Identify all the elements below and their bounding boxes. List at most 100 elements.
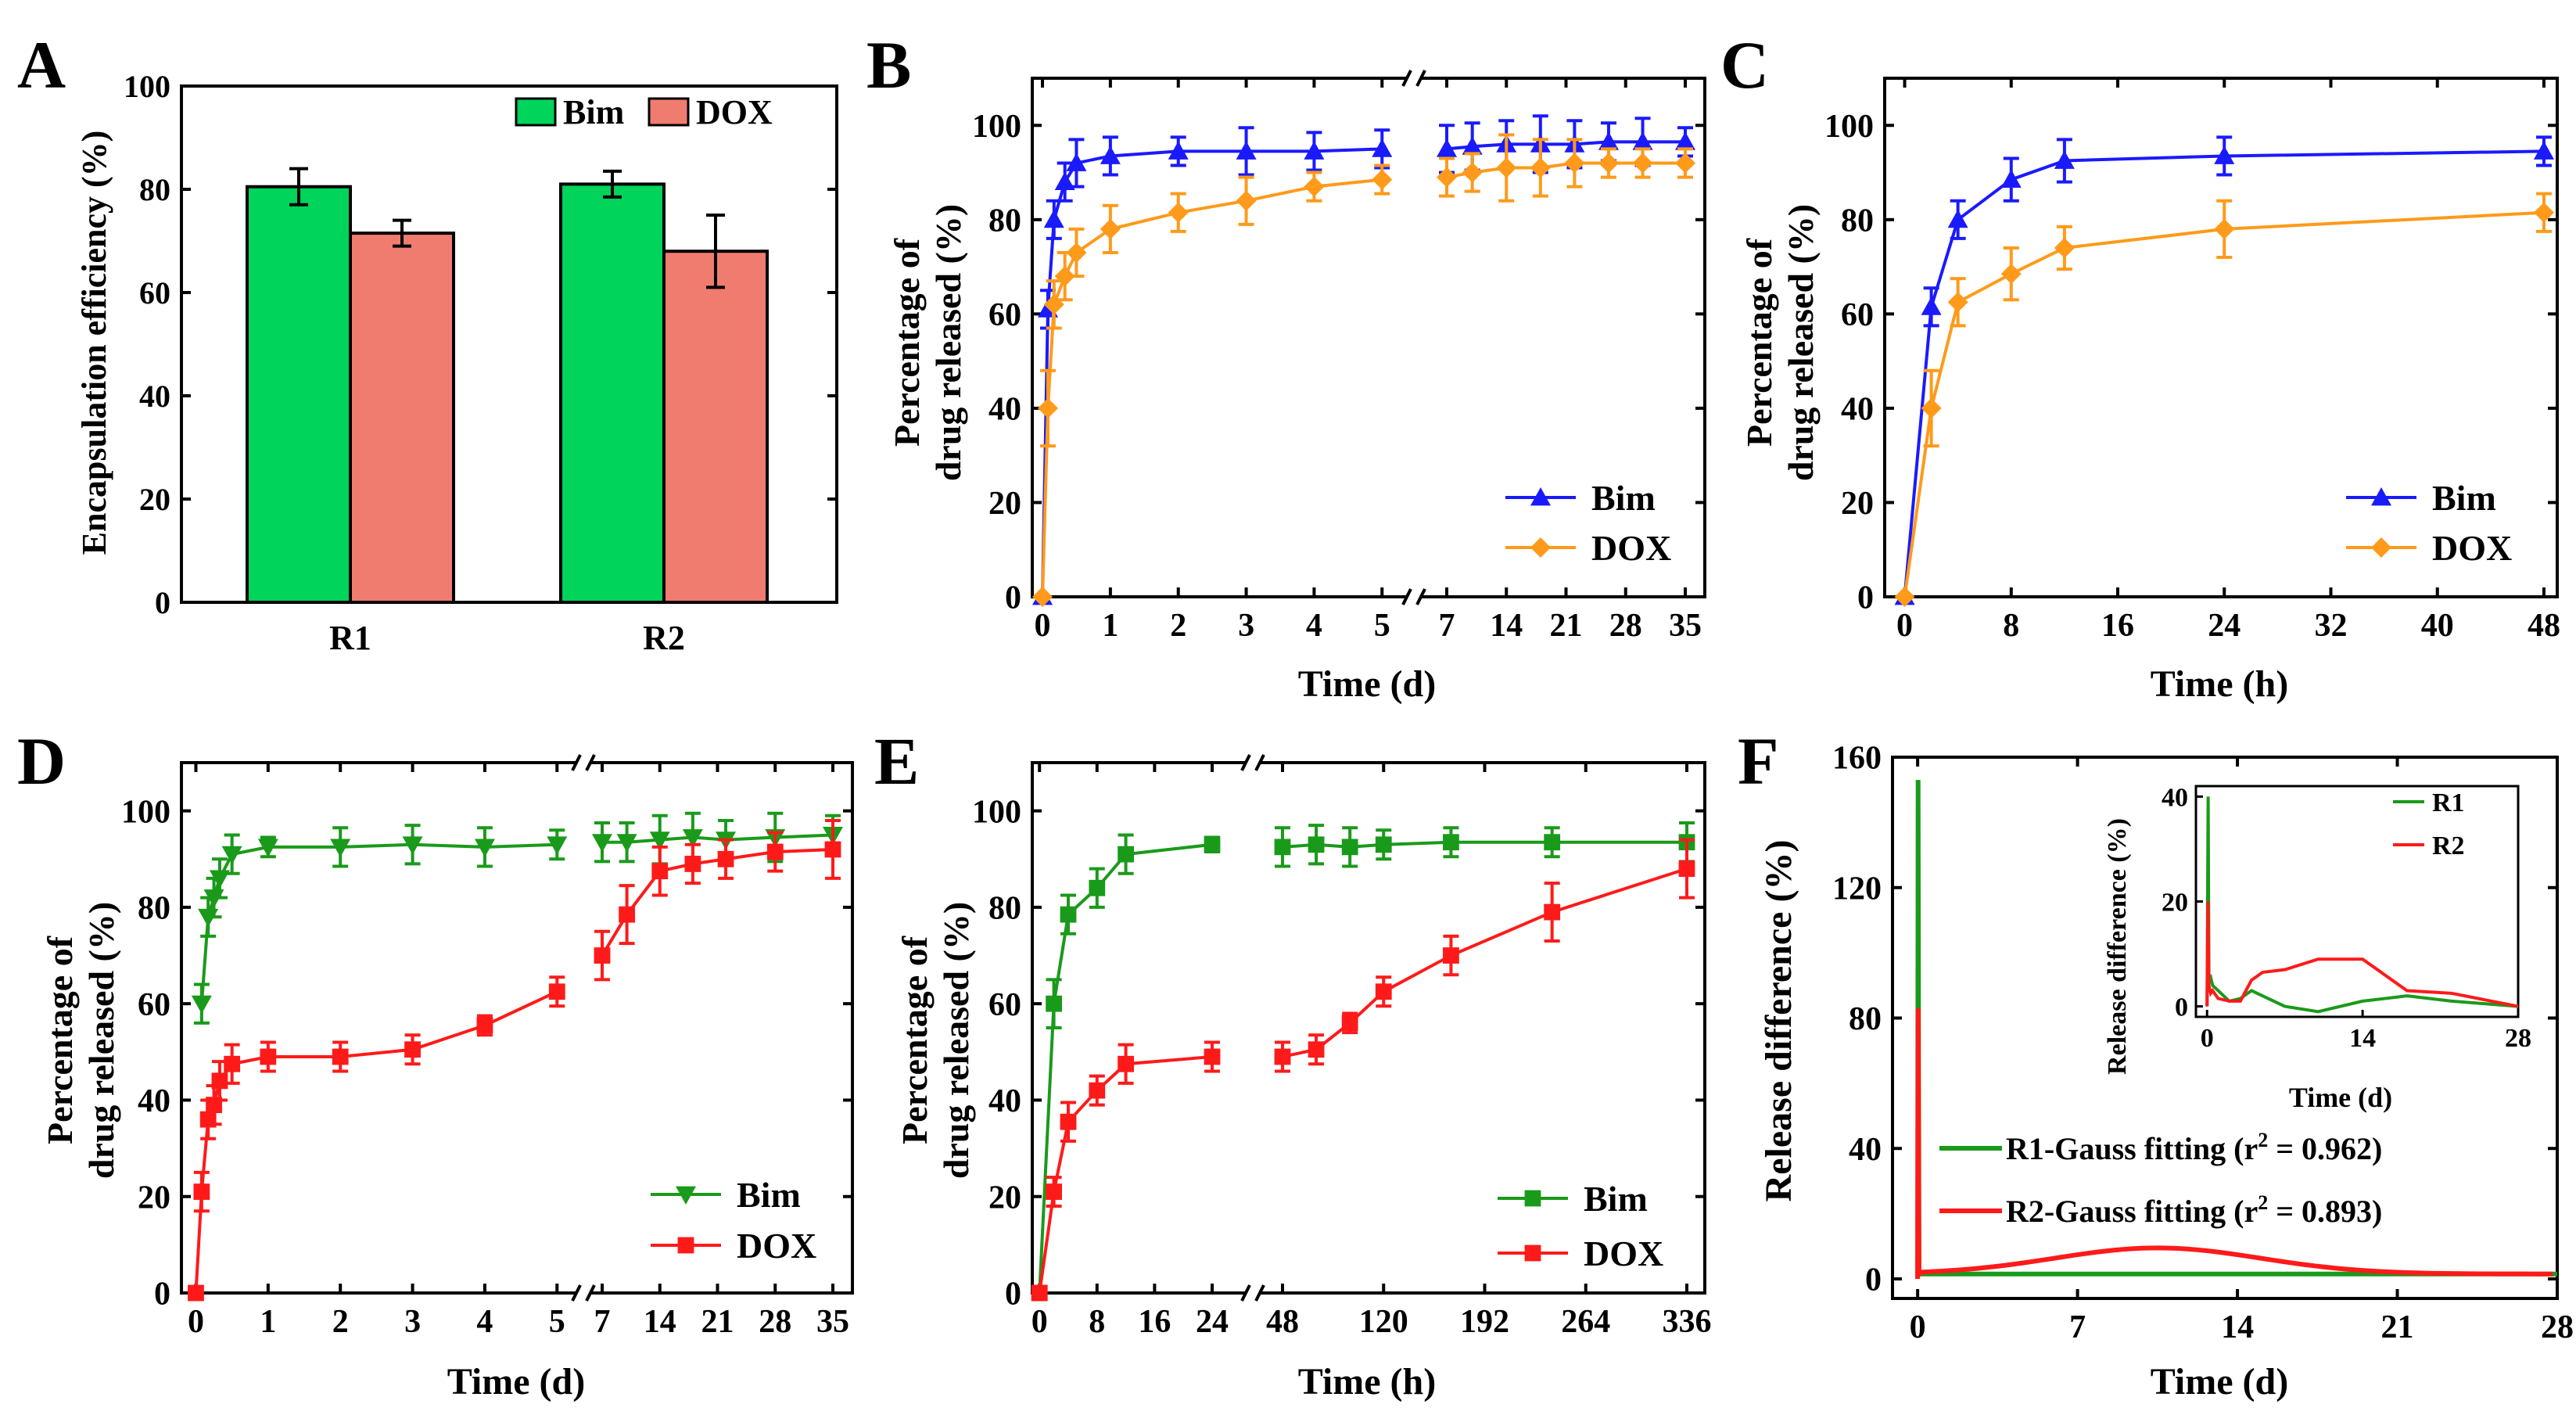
panel-b-bim-point [1066, 153, 1087, 171]
panel-c-xtick-label: 48 [2528, 608, 2560, 644]
panel-e-dox-point [1089, 1082, 1106, 1099]
panel-e-dox-point [1308, 1041, 1325, 1058]
panel-c-dox-point [2054, 237, 2075, 258]
panel-b-plot-frame [1031, 77, 1706, 598]
panel-b-dox-point [1564, 153, 1585, 174]
panel-a-legend-swatch-dox [648, 97, 690, 127]
panel-b-axis-break-top [1401, 70, 1412, 87]
panel-f-ytick-label: 0 [1865, 1262, 1882, 1298]
panel-b-dox-point [1037, 397, 1058, 418]
panel-c-xtick-label: 24 [2208, 608, 2241, 644]
panel-e-bim-point [1060, 906, 1077, 923]
panel-c-ytick-label: 80 [1841, 203, 1874, 239]
panel-d-xlabel: Time (d) [447, 1361, 585, 1402]
panel-b-dox-point [1032, 587, 1053, 607]
panel-f-xtick-label: 14 [2221, 1309, 2254, 1345]
panel-b-bim-line [1041, 147, 1383, 598]
panel-f-xtick-label: 21 [2381, 1309, 2414, 1345]
panel-c-dox-point [2214, 218, 2235, 239]
panel-e-bim-point [1443, 834, 1459, 851]
panel-d-dox-point [332, 1048, 349, 1065]
panel-d-axis-break-top [571, 754, 582, 771]
panel-e-dox-point [1046, 1183, 1062, 1200]
panel-f-fit-r1-close: ) [2372, 1131, 2382, 1166]
panel-c-xtick-label: 32 [2314, 608, 2347, 644]
panel-d-axis-break-bottom [571, 1284, 582, 1302]
panel-b-dox-point [1372, 169, 1393, 190]
panel-a-ytick-label: 40 [139, 379, 170, 414]
panel-b-dox-point [1675, 153, 1695, 174]
panel-b-chart: B Percentage of drug released (%) Time (… [866, 27, 1706, 705]
panel-e-dox-line [1038, 1054, 1213, 1294]
panel-b-xtick-label: 5 [1374, 608, 1390, 644]
panel-e-dox-legend-marker [1524, 1244, 1541, 1262]
panel-c-dox-point [2000, 264, 2022, 285]
panel-e-dox-point [1341, 1015, 1358, 1032]
panel-b-axis-break-bottom [1415, 588, 1426, 605]
panel-a-chart: A Encapsulation efficiency (%) 0 20 40 60 80… [17, 27, 838, 657]
panel-c-bim-legend-marker [2371, 487, 2391, 506]
panel-b-dox-legend-marker [1530, 537, 1551, 558]
panel-a-category-label: R1 [329, 619, 371, 657]
panel-b-dox-point [1598, 153, 1619, 174]
panel-c-bim-point [2214, 145, 2235, 164]
panel-b-xtick-label: 28 [1609, 608, 1642, 644]
panel-d-dox-point [824, 841, 841, 858]
panel-d-bim-line [602, 833, 834, 844]
panel-e-bim-point [1375, 836, 1392, 853]
panel-e-axis-break-bottom [1240, 1284, 1251, 1302]
panel-f-xtick-label: 0 [1910, 1309, 1926, 1345]
panel-b-xtick-label: 2 [1170, 608, 1186, 644]
panel-e-dox-legend-label: DOX [1584, 1234, 1663, 1273]
panel-f-xtick-label: 7 [2069, 1309, 2086, 1345]
panel-b-xtick-label: 3 [1238, 608, 1254, 644]
panel-a-label: A [17, 27, 66, 102]
panel-f-chart: F Release difference (%) Time (d) Time (… [1738, 724, 2574, 1402]
panel-c-xtick-label: 8 [2003, 608, 2019, 644]
panel-e-bim-point [1341, 839, 1358, 856]
panel-c-ytick-label: 100 [1824, 109, 1874, 145]
panel-b-bim-point [1168, 141, 1189, 160]
panel-c-dox-legend-label: DOX [2432, 528, 2512, 568]
panel-d-dox-point [211, 1072, 228, 1090]
panel-f-fit-r2-value: 0.893 [2302, 1194, 2372, 1229]
panel-b-dox-point [1437, 167, 1457, 188]
panel-b-ytick-label: 60 [988, 297, 1021, 333]
panel-d-ytick-label: 60 [138, 987, 170, 1023]
panel-f-xtick-label: 28 [2541, 1309, 2574, 1345]
panel-d-ytick-label: 40 [138, 1083, 170, 1119]
panel-f-inset-ylabel: Release difference (%) [2103, 818, 2132, 1075]
panel-f-ytick-label: 160 [1832, 741, 1882, 777]
panel-b-bim-line [1446, 140, 1685, 151]
panel-f-ytick-label: 120 [1832, 871, 1882, 907]
panel-b-dox-point [1496, 157, 1517, 178]
panel-f-inset-legend-label: R1 [2432, 788, 2465, 817]
panel-c-xtick-label: 40 [2421, 608, 2454, 644]
panel-f-fit-r1: R1-Gauss fitting (r2 = 0.962) [2006, 1129, 2382, 1166]
panel-d-dox-point [594, 947, 611, 964]
panel-e-xtick-label: 264 [1561, 1304, 1610, 1340]
panel-d-bim-line [199, 842, 558, 1004]
panel-a-legend-label: Bim [563, 93, 624, 131]
panel-f-plot-frame [1891, 756, 2559, 1300]
panel-e-xtick-label: 120 [1359, 1304, 1408, 1340]
panel-e-xtick-label: 192 [1460, 1304, 1509, 1340]
panel-e-bim-point [1308, 836, 1325, 853]
panel-b-bim-point [1304, 141, 1325, 160]
panel-d-dox-point [193, 1183, 210, 1200]
panel-d-bim-point [330, 839, 351, 857]
panel-b-ytick-label: 40 [988, 392, 1021, 428]
panel-f-fit-r2: R2-Gauss fitting (r2 = 0.893) [2006, 1191, 2382, 1229]
panel-f-fit-r1-value: 0.962 [2302, 1131, 2372, 1166]
panel-b-dox-point [1304, 176, 1325, 197]
panel-c-bim-legend-label: Bim [2432, 478, 2496, 518]
panel-b-xtick-label: 21 [1550, 608, 1583, 644]
panel-b-dox-point [1100, 218, 1121, 239]
panel-b-xtick-label: 1 [1102, 608, 1118, 644]
panel-b-ytick-label: 100 [972, 109, 1021, 145]
panel-e-bim-point [1089, 879, 1106, 896]
panel-b-bim-legend-label: Bim [1591, 478, 1656, 518]
panel-d-xtick-label: 5 [549, 1304, 565, 1340]
panel-b-bim-point [1100, 145, 1121, 164]
